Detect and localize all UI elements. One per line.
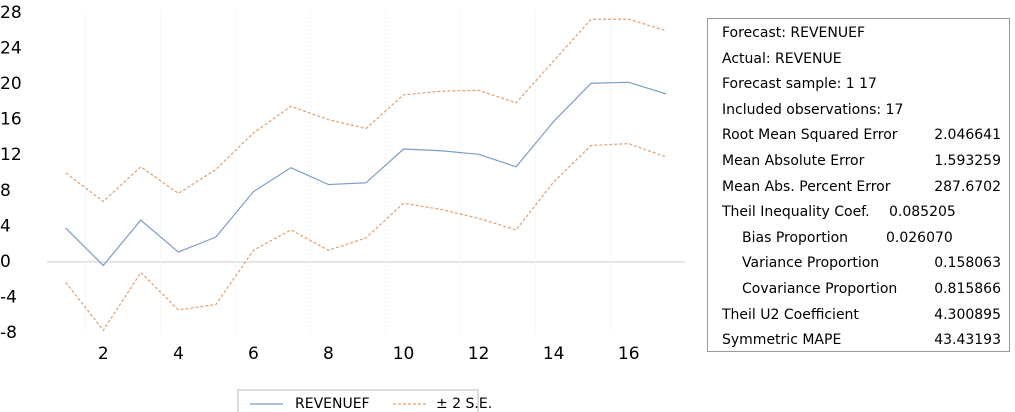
stat-row: Theil Inequality Coef. 0.085205 bbox=[708, 200, 1009, 226]
stat-label: Bias Proportion bbox=[742, 229, 849, 246]
stats-box: Forecast: REVENUEF Actual: REVENUE Forec… bbox=[707, 18, 1010, 352]
stat-row: Symmetric MAPE 43.43193 bbox=[708, 328, 1009, 354]
y-tick-label: 8 bbox=[0, 181, 11, 201]
legend-label: ± 2 S.E. bbox=[436, 396, 492, 412]
lower-band-line bbox=[65, 143, 667, 332]
x-tick-label: 12 bbox=[468, 344, 490, 364]
stat-label: Symmetric MAPE bbox=[722, 332, 842, 349]
y-tick-label: 16 bbox=[0, 110, 22, 130]
y-tick-label: 4 bbox=[0, 216, 11, 236]
stat-line: Forecast: REVENUEF bbox=[722, 25, 866, 41]
stat-label: Mean Absolute Error bbox=[722, 152, 865, 169]
stat-row: Theil U2 Coefficient 4.300895 bbox=[708, 303, 1009, 329]
y-tick-label: -4 bbox=[0, 287, 17, 307]
stat-row: Bias Proportion 0.026070 bbox=[708, 226, 1009, 252]
x-tick-label: 16 bbox=[618, 344, 640, 364]
stat-label: Root Mean Squared Error bbox=[722, 127, 898, 144]
stat-value: 0.085205 bbox=[889, 204, 956, 221]
legend-label: REVENUEF bbox=[295, 396, 370, 412]
y-tick-label: 24 bbox=[0, 39, 22, 59]
stat-value: 2.046641 bbox=[934, 127, 1001, 144]
stat-row: Variance Proportion 0.158063 bbox=[708, 251, 1009, 277]
x-tick-label: 8 bbox=[323, 344, 334, 364]
stat-row: Mean Abs. Percent Error 287.6702 bbox=[708, 175, 1009, 201]
stat-label: Mean Abs. Percent Error bbox=[722, 178, 891, 195]
stat-label: Variance Proportion bbox=[742, 255, 880, 272]
stat-value: 0.815866 bbox=[934, 280, 1001, 297]
y-tick-label: 28 bbox=[0, 3, 22, 23]
stat-label: Theil Inequality Coef. bbox=[722, 204, 870, 221]
stat-value: 0.158063 bbox=[934, 255, 1001, 272]
y-tick-label: 0 bbox=[0, 252, 11, 272]
stat-value: 287.6702 bbox=[934, 178, 1001, 195]
stat-row: Root Mean Squared Error 2.046641 bbox=[708, 123, 1009, 149]
stat-row: Mean Absolute Error 1.593259 bbox=[708, 149, 1009, 175]
x-tick-label: 2 bbox=[98, 344, 109, 364]
upper-band-line bbox=[65, 18, 667, 203]
stat-line: Actual: REVENUE bbox=[722, 50, 842, 67]
x-tick-label: 6 bbox=[248, 344, 259, 364]
y-tick-label: 20 bbox=[0, 74, 22, 94]
stat-value: 0.026070 bbox=[886, 229, 953, 246]
x-tick-label: 10 bbox=[393, 344, 415, 364]
legend-box bbox=[237, 389, 479, 412]
forecast-line bbox=[65, 81, 667, 267]
stat-value: 4.300895 bbox=[934, 306, 1001, 323]
x-tick-label: 14 bbox=[543, 344, 565, 364]
y-tick-label: -8 bbox=[0, 323, 17, 343]
stat-line: Forecast sample: 1 17 bbox=[722, 76, 877, 93]
stat-label: Covariance Proportion bbox=[742, 280, 898, 297]
x-tick-label: 4 bbox=[173, 344, 184, 364]
stat-value: 43.43193 bbox=[934, 332, 1001, 349]
stat-value: 1.593259 bbox=[934, 152, 1001, 169]
stat-label: Theil U2 Coefficient bbox=[722, 306, 859, 323]
stat-row: Covariance Proportion 0.815866 bbox=[708, 277, 1009, 303]
y-tick-label: 12 bbox=[0, 145, 22, 165]
stat-line: Included observations: 17 bbox=[722, 101, 904, 118]
